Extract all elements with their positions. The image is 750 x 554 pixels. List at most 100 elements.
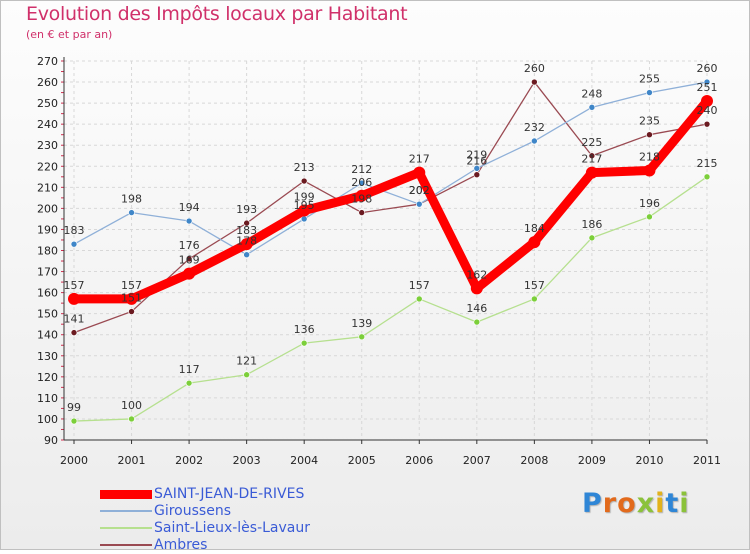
data-label-0: 169 <box>179 254 200 267</box>
logo-letter: o <box>617 488 637 519</box>
series-point-2 <box>473 318 481 326</box>
logo-letter: t <box>665 488 680 519</box>
x-tick-label: 2006 <box>405 454 433 467</box>
series-point-3 <box>70 329 78 336</box>
series-point-3 <box>703 120 711 128</box>
series-point-2 <box>185 379 193 387</box>
series-point-3 <box>588 152 596 160</box>
y-tick-label: 130 <box>37 350 58 363</box>
data-label-2: 99 <box>67 401 81 414</box>
data-label-1: 255 <box>639 73 660 86</box>
series-point-1 <box>243 251 250 259</box>
series-point-2 <box>588 234 596 242</box>
series-point-3 <box>185 255 193 263</box>
series-point-0 <box>643 164 656 177</box>
series-point-2 <box>703 173 711 181</box>
series-point-0 <box>68 292 80 305</box>
series-point-0 <box>470 282 483 295</box>
series-line-1 <box>73 81 708 256</box>
series-point-2 <box>358 333 366 341</box>
series-point-1 <box>531 137 538 145</box>
y-tick-label: 120 <box>37 371 58 384</box>
data-label-1: 248 <box>581 87 602 100</box>
data-label-2: 136 <box>294 323 315 336</box>
data-label-3: 240 <box>697 104 718 117</box>
data-label-1: 194 <box>179 201 200 214</box>
x-tick-label: 2009 <box>578 454 606 467</box>
legend-swatch <box>100 510 152 512</box>
data-label-1: 183 <box>64 224 85 237</box>
y-tick-label: 260 <box>37 76 58 89</box>
y-tick-label: 160 <box>37 287 58 300</box>
series-point-1 <box>70 240 78 248</box>
data-label-2: 157 <box>409 279 430 292</box>
series-point-1 <box>415 200 423 208</box>
legend-swatch <box>100 544 152 546</box>
data-label-0: 218 <box>639 150 660 163</box>
series-point-2 <box>70 417 78 425</box>
series-point-1 <box>185 217 193 225</box>
series-point-0 <box>240 238 253 251</box>
series-point-1 <box>588 104 596 111</box>
series-point-3 <box>300 177 308 185</box>
data-label-3: 235 <box>639 115 660 128</box>
data-label-2: 196 <box>639 197 660 210</box>
series-point-0 <box>528 236 541 249</box>
series-point-1 <box>646 89 653 96</box>
chart-subtitle: (en € et par an) <box>26 28 113 41</box>
legend-label: Ambres <box>154 537 208 553</box>
series-point-3 <box>646 131 653 138</box>
y-tick-label: 200 <box>37 202 58 215</box>
logo-letter: i <box>679 488 690 519</box>
series-point-1 <box>128 209 135 216</box>
y-tick-label: 170 <box>37 266 58 279</box>
data-label-1: 212 <box>351 163 372 176</box>
data-label-2: 215 <box>697 157 718 170</box>
chart-title: Evolution des Impôts locaux par Habitant <box>26 3 408 25</box>
data-label-2: 146 <box>466 302 487 315</box>
legend-swatch <box>100 489 152 499</box>
x-tick-label: 2011 <box>693 454 721 467</box>
legend-label: Giroussens <box>154 503 231 519</box>
y-tick-label: 140 <box>37 329 58 342</box>
series-line-3 <box>73 81 708 334</box>
data-label-0: 199 <box>294 190 315 203</box>
data-label-1: 202 <box>409 184 430 197</box>
proxiti-logo: Proxiti <box>582 488 690 519</box>
x-tick-label: 2001 <box>118 454 146 467</box>
y-tick-label: 210 <box>37 181 58 194</box>
series-point-2 <box>300 339 308 347</box>
series-point-3 <box>473 171 481 178</box>
series-layer <box>68 78 713 425</box>
series-point-3 <box>358 209 366 216</box>
data-label-3: 151 <box>121 292 142 305</box>
y-tick-label: 150 <box>37 308 58 321</box>
y-tick-label: 110 <box>37 392 58 405</box>
data-label-3: 213 <box>294 161 315 174</box>
series-point-2 <box>415 295 423 303</box>
data-label-3: 260 <box>524 62 545 75</box>
y-tick-label: 240 <box>37 118 58 131</box>
series-line-2 <box>73 176 708 422</box>
series-point-0 <box>183 267 196 280</box>
series-point-1 <box>473 165 481 172</box>
x-tick-label: 2010 <box>635 454 663 467</box>
data-label-0: 162 <box>466 268 487 281</box>
data-label-0: 184 <box>524 222 545 235</box>
series-point-0 <box>125 292 138 305</box>
data-label-3: 225 <box>581 136 602 149</box>
data-label-0: 217 <box>409 153 430 166</box>
series-point-0 <box>413 166 426 179</box>
data-label-0: 157 <box>121 279 142 292</box>
x-tick-label: 2007 <box>463 454 491 467</box>
series-point-2 <box>646 213 653 221</box>
logo-letter: x <box>636 488 656 519</box>
y-tick-label: 230 <box>37 139 58 152</box>
x-tick-label: 2000 <box>60 454 88 467</box>
legend-label: Saint-Lieux-lès-Lavaur <box>154 520 311 536</box>
y-tick-label: 90 <box>44 434 58 447</box>
series-point-3 <box>531 78 538 86</box>
data-label-3: 198 <box>351 193 372 206</box>
data-label-0: 217 <box>581 153 602 166</box>
